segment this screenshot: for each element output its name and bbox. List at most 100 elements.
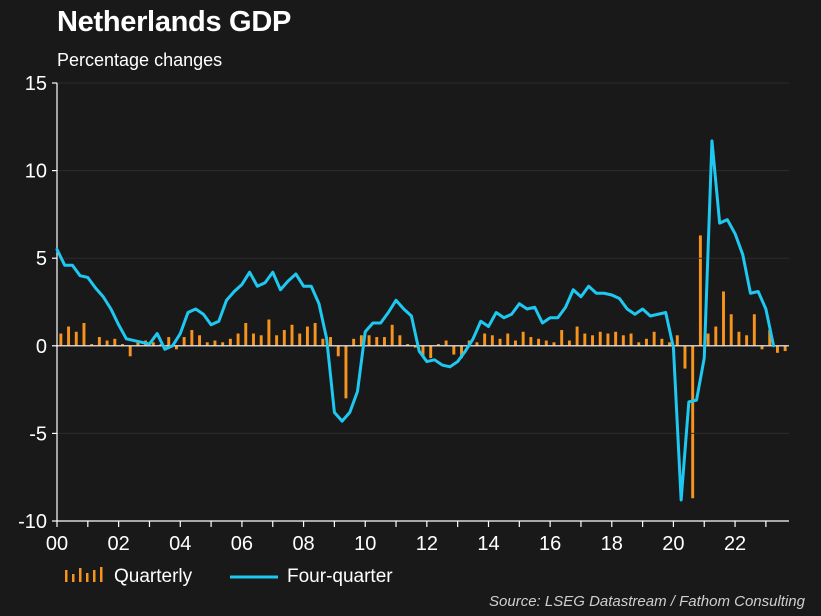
bar-quarterly-41 [375, 337, 379, 346]
bar-quarterly-17 [190, 330, 194, 346]
bar-quarterly-78 [660, 338, 664, 346]
bar-quarterly-42 [383, 337, 386, 346]
x-tick-label-4: 08 [292, 533, 314, 555]
bar-quarterly-81 [683, 345, 687, 369]
x-tick-label-2: 04 [169, 533, 191, 555]
bar-quarterly-0 [59, 333, 63, 346]
y-tick-label-4: -5 [29, 423, 47, 445]
bar-quarterly-85 [714, 326, 718, 346]
chart-subtitle: Percentage changes [57, 50, 223, 70]
bar-quarterly-87 [729, 314, 733, 346]
x-tick-label-8: 16 [539, 533, 561, 555]
bar-quarterly-61 [529, 337, 533, 346]
bar-quarterly-19 [205, 342, 209, 346]
bar-quarterly-65 [560, 330, 564, 346]
y-tick-label-3: 0 [36, 336, 47, 358]
bar-quarterly-51 [452, 345, 456, 355]
bar-quarterly-62 [537, 338, 541, 346]
bar-quarterly-58 [506, 333, 510, 346]
bar-quarterly-28 [275, 335, 279, 346]
bar-quarterly-79 [668, 342, 672, 346]
bar-quarterly-40 [367, 335, 371, 346]
legend-label-four-quarter: Four-quarter [287, 566, 393, 587]
bar-quarterly-33 [313, 323, 317, 346]
bar-quarterly-1 [67, 326, 71, 346]
bar-quarterly-86 [722, 291, 725, 346]
bar-quarterly-30 [290, 324, 294, 346]
x-tick-label-5: 10 [354, 533, 376, 555]
legend-label-quarterly: Quarterly [114, 566, 193, 587]
bar-quarterly-3 [82, 323, 86, 346]
bar-quarterly-56 [490, 335, 494, 346]
bar-quarterly-94 [783, 345, 787, 352]
bar-quarterly-70 [598, 331, 602, 346]
bar-quarterly-38 [352, 338, 356, 346]
bar-quarterly-59 [514, 340, 517, 346]
bar-quarterly-9 [128, 345, 132, 357]
bar-quarterly-63 [544, 340, 548, 346]
y-tick-label-1: 10 [25, 161, 47, 183]
bar-quarterly-25 [252, 333, 255, 346]
x-tick-label-1: 02 [108, 533, 130, 555]
bar-quarterly-36 [336, 345, 340, 357]
legend-swatch-quarterly [65, 567, 103, 582]
quarterly-bars [59, 235, 787, 499]
x-tick-label-6: 12 [416, 533, 438, 555]
x-tick-label-7: 14 [477, 533, 499, 555]
bar-quarterly-16 [182, 337, 186, 346]
bar-quarterly-91 [760, 345, 764, 350]
bar-quarterly-39 [359, 335, 363, 346]
bar-quarterly-44 [398, 335, 402, 346]
bar-quarterly-84 [706, 333, 710, 346]
bar-quarterly-23 [236, 333, 240, 346]
y-tick-label-2: 5 [36, 248, 47, 270]
bar-quarterly-60 [521, 331, 525, 346]
bar-quarterly-77 [652, 331, 656, 346]
bar-quarterly-4 [90, 344, 94, 346]
chart-title: Netherlands GDP [57, 6, 291, 38]
x-tick-label-11: 22 [724, 533, 746, 555]
bar-quarterly-26 [259, 335, 263, 346]
bar-quarterly-72 [614, 331, 618, 346]
bar-quarterly-22 [228, 338, 232, 346]
four-quarter-series [55, 139, 776, 502]
bar-quarterly-69 [591, 335, 594, 346]
bar-quarterly-20 [213, 340, 217, 346]
bar-quarterly-74 [629, 333, 633, 346]
bar-quarterly-57 [498, 338, 502, 346]
bar-quarterly-18 [198, 335, 202, 346]
bar-quarterly-43 [390, 324, 394, 346]
bar-quarterly-80 [675, 335, 679, 346]
bar-quarterly-82 [691, 345, 695, 499]
bar-quarterly-75 [637, 342, 641, 346]
bar-quarterly-54 [475, 342, 479, 346]
bar-quarterly-49 [436, 344, 440, 346]
bar-quarterly-68 [583, 333, 587, 346]
bar-quarterly-7 [113, 338, 117, 346]
bar-quarterly-34 [321, 338, 325, 346]
bar-quarterly-89 [745, 335, 749, 346]
bar-quarterly-55 [483, 333, 487, 346]
bar-quarterly-35 [329, 337, 332, 346]
bar-quarterly-14 [167, 337, 171, 346]
bar-quarterly-64 [552, 342, 556, 346]
bar-quarterly-37 [344, 345, 348, 399]
x-tick-label-3: 06 [231, 533, 253, 555]
bar-quarterly-13 [159, 344, 163, 346]
bar-quarterly-67 [575, 326, 579, 346]
bar-quarterly-92 [768, 330, 772, 346]
bar-quarterly-90 [752, 314, 756, 346]
bar-quarterly-73 [621, 335, 625, 346]
legend-swatch-four-quarter [230, 575, 278, 579]
bar-quarterly-21 [221, 342, 225, 346]
x-tick-label-9: 18 [601, 533, 623, 555]
bar-quarterly-47 [421, 345, 425, 357]
bar-quarterly-31 [298, 333, 302, 346]
y-tick-label-0: 15 [25, 73, 47, 95]
bar-quarterly-76 [644, 338, 648, 346]
bar-quarterly-15 [174, 345, 178, 350]
x-tick-label-10: 20 [662, 533, 684, 555]
y-tick-label-5: -10 [18, 511, 47, 533]
